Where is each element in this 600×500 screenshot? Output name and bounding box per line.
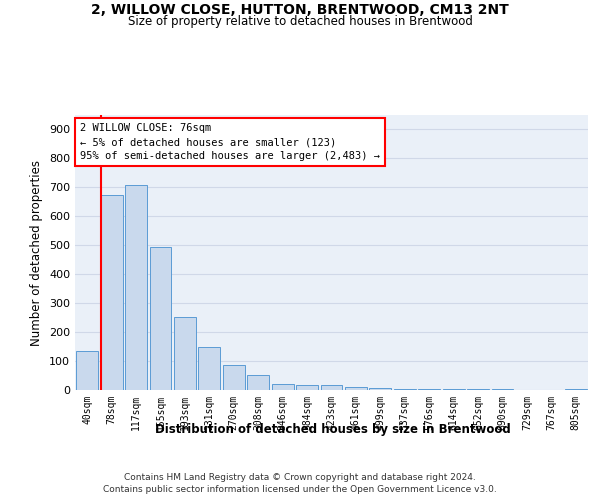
Text: 2 WILLOW CLOSE: 76sqm
← 5% of detached houses are smaller (123)
95% of semi-deta: 2 WILLOW CLOSE: 76sqm ← 5% of detached h… bbox=[80, 123, 380, 161]
Bar bbox=[370, 388, 391, 390]
Bar bbox=[272, 384, 293, 390]
Bar bbox=[418, 389, 440, 390]
Bar bbox=[296, 385, 318, 390]
Text: Contains HM Land Registry data © Crown copyright and database right 2024.: Contains HM Land Registry data © Crown c… bbox=[124, 472, 476, 482]
Bar bbox=[345, 387, 367, 390]
Bar bbox=[125, 186, 147, 390]
Bar bbox=[199, 346, 220, 390]
Bar bbox=[223, 364, 245, 390]
Bar bbox=[174, 317, 196, 390]
Text: Distribution of detached houses by size in Brentwood: Distribution of detached houses by size … bbox=[155, 422, 511, 436]
Bar bbox=[320, 385, 343, 390]
Bar bbox=[76, 351, 98, 390]
Bar bbox=[443, 389, 464, 390]
Text: Size of property relative to detached houses in Brentwood: Size of property relative to detached ho… bbox=[128, 15, 472, 28]
Y-axis label: Number of detached properties: Number of detached properties bbox=[31, 160, 43, 346]
Bar bbox=[565, 388, 587, 390]
Bar bbox=[149, 248, 172, 390]
Bar bbox=[247, 375, 269, 390]
Bar bbox=[101, 194, 122, 390]
Text: 2, WILLOW CLOSE, HUTTON, BRENTWOOD, CM13 2NT: 2, WILLOW CLOSE, HUTTON, BRENTWOOD, CM13… bbox=[91, 2, 509, 16]
Bar bbox=[394, 388, 416, 390]
Text: Contains public sector information licensed under the Open Government Licence v3: Contains public sector information licen… bbox=[103, 485, 497, 494]
